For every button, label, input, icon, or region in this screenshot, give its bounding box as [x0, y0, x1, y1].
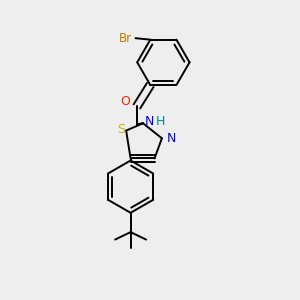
- Text: O: O: [121, 95, 130, 108]
- Text: N: N: [144, 115, 154, 128]
- Text: Br: Br: [119, 32, 133, 45]
- Text: N: N: [167, 132, 177, 145]
- Text: H: H: [156, 115, 166, 128]
- Text: S: S: [117, 123, 125, 136]
